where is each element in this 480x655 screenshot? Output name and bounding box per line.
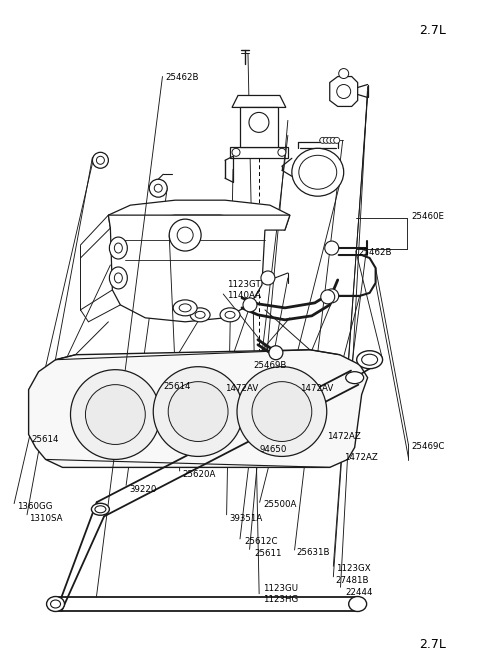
Text: 1123GU: 1123GU [263, 584, 298, 593]
Circle shape [321, 290, 335, 304]
Ellipse shape [47, 597, 64, 612]
Polygon shape [108, 215, 290, 322]
Polygon shape [232, 96, 286, 107]
Text: 25614: 25614 [32, 435, 60, 444]
Text: 27481B: 27481B [336, 576, 369, 585]
Text: 25500A: 25500A [263, 500, 296, 510]
Ellipse shape [220, 308, 240, 322]
Circle shape [325, 289, 339, 303]
Ellipse shape [299, 155, 336, 189]
Ellipse shape [173, 300, 197, 316]
Ellipse shape [114, 243, 122, 253]
Text: 1140AA: 1140AA [227, 291, 261, 301]
Text: 39351A: 39351A [229, 514, 263, 523]
Text: 25462B: 25462B [359, 248, 392, 257]
Polygon shape [330, 77, 358, 107]
Circle shape [153, 367, 243, 457]
Circle shape [323, 138, 329, 143]
Circle shape [334, 138, 340, 143]
Ellipse shape [357, 350, 383, 369]
Circle shape [269, 346, 283, 360]
Text: 94650: 94650 [259, 445, 287, 454]
Circle shape [71, 369, 160, 459]
Text: 1472AV: 1472AV [300, 384, 333, 393]
Bar [240, 107, 278, 147]
Ellipse shape [190, 308, 210, 322]
Text: 25620A: 25620A [182, 470, 216, 479]
Text: 1123HG: 1123HG [263, 595, 298, 604]
Ellipse shape [348, 597, 367, 612]
Circle shape [149, 179, 167, 197]
Ellipse shape [225, 311, 235, 318]
Text: 2.7L: 2.7L [419, 24, 446, 37]
Text: 25462B: 25462B [166, 73, 199, 83]
Circle shape [232, 148, 240, 157]
Ellipse shape [109, 237, 127, 259]
Text: 1472AV: 1472AV [225, 384, 258, 393]
Text: 39220: 39220 [129, 485, 156, 495]
Circle shape [327, 138, 333, 143]
Text: 25469C: 25469C [411, 442, 444, 451]
Ellipse shape [114, 273, 122, 283]
Text: 25460E: 25460E [411, 212, 444, 221]
Circle shape [320, 138, 326, 143]
Circle shape [154, 184, 162, 192]
Ellipse shape [179, 304, 191, 312]
Ellipse shape [91, 503, 109, 515]
Circle shape [261, 271, 275, 285]
Ellipse shape [346, 371, 364, 384]
Text: 22444: 22444 [345, 588, 373, 597]
Ellipse shape [195, 311, 205, 318]
Circle shape [278, 148, 286, 157]
Ellipse shape [292, 148, 344, 196]
Circle shape [243, 298, 257, 312]
Circle shape [237, 367, 327, 457]
Text: 25612C: 25612C [245, 537, 278, 546]
Text: 25631B: 25631B [297, 548, 330, 557]
Polygon shape [230, 147, 288, 159]
Circle shape [96, 157, 104, 164]
Polygon shape [29, 350, 368, 468]
Circle shape [249, 113, 269, 132]
Circle shape [169, 219, 201, 251]
Text: 1360GG: 1360GG [17, 502, 53, 511]
Text: 1123GT: 1123GT [227, 280, 260, 290]
Text: 25469B: 25469B [253, 361, 287, 369]
Polygon shape [108, 200, 290, 230]
Circle shape [252, 382, 312, 441]
Text: 1310SA: 1310SA [29, 514, 63, 523]
Circle shape [339, 69, 348, 79]
Ellipse shape [50, 600, 60, 608]
Text: 25611: 25611 [254, 550, 282, 559]
Circle shape [325, 241, 339, 255]
Circle shape [85, 384, 145, 445]
Text: 25614: 25614 [163, 382, 191, 390]
Ellipse shape [95, 506, 106, 513]
Circle shape [336, 84, 351, 98]
Ellipse shape [361, 354, 378, 365]
Ellipse shape [109, 267, 127, 289]
Circle shape [93, 153, 108, 168]
Text: 1123GX: 1123GX [336, 565, 371, 574]
Text: 1472AZ: 1472AZ [327, 432, 361, 441]
Text: 1472AZ: 1472AZ [344, 453, 378, 462]
Circle shape [177, 227, 193, 243]
Text: 2.7L: 2.7L [419, 637, 446, 650]
Circle shape [168, 382, 228, 441]
Circle shape [330, 138, 336, 143]
